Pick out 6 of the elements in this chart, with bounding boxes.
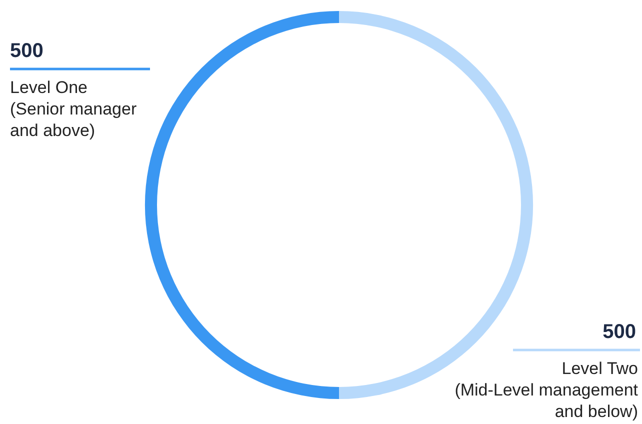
- slice-label: Level One (Senior manager and above): [10, 78, 137, 140]
- data-label: 500: [10, 40, 44, 62]
- slice-label: Level Two (Mid-Level management and below): [454, 359, 638, 421]
- donut-slice: [339, 11, 533, 399]
- donut-slice: [145, 11, 339, 399]
- data-label: 500: [602, 321, 636, 343]
